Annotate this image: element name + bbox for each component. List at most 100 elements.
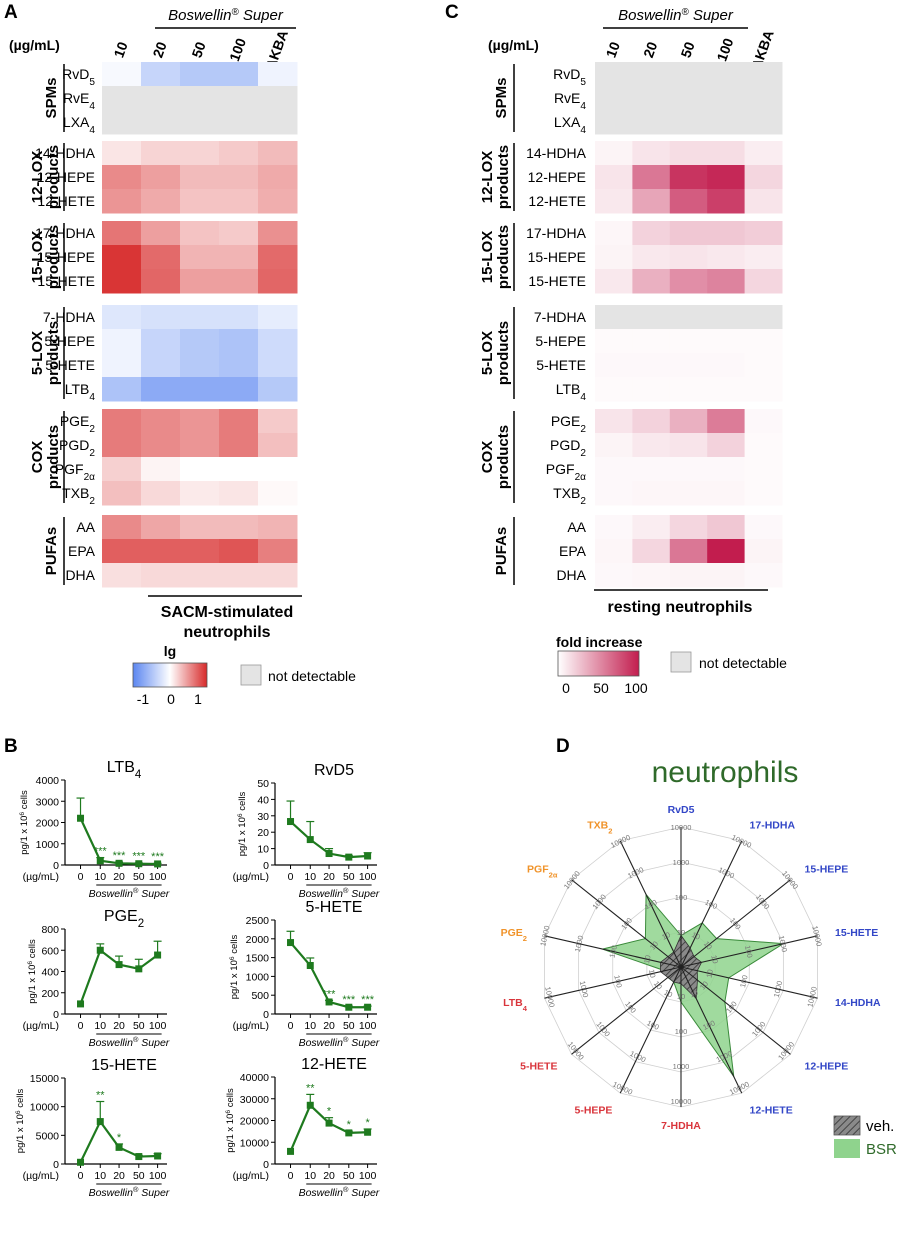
hm-a-cell bbox=[102, 141, 142, 166]
hm-c-cell bbox=[744, 457, 783, 482]
y-tick-label: 0 bbox=[53, 1009, 59, 1021]
hm-c-cell bbox=[595, 221, 633, 246]
hm-c-row-label: DHA bbox=[556, 567, 586, 583]
panel-a-legend-tick-3: 1 bbox=[194, 691, 202, 707]
hm-a-cell bbox=[141, 165, 181, 190]
hm-a-cell bbox=[219, 110, 259, 135]
hm-a-cell bbox=[141, 539, 181, 564]
y-tick-label: 3000 bbox=[36, 796, 60, 808]
hm-a-cell bbox=[180, 110, 220, 135]
radar-axis-label: 7-HDHA bbox=[661, 1120, 701, 1132]
y-tick-label: 40000 bbox=[240, 1072, 269, 1084]
y-tick-label: 10 bbox=[257, 844, 269, 856]
y-tick-label: 800 bbox=[41, 924, 59, 936]
hm-a-cell bbox=[258, 539, 298, 564]
hm-a-cell bbox=[219, 245, 259, 270]
radar-spoke bbox=[680, 935, 818, 968]
hm-c-row-label: 5-HEPE bbox=[535, 333, 586, 349]
hm-a-cell bbox=[102, 110, 142, 135]
hm-a-cell bbox=[219, 189, 259, 214]
hm-c-cell bbox=[632, 481, 671, 506]
panel-a-title-line1: SACM-stimulated bbox=[161, 604, 293, 621]
hm-c-cell bbox=[595, 269, 633, 294]
hm-c-row-label: 15-HETE bbox=[528, 273, 586, 289]
hm-c-cell bbox=[632, 245, 671, 270]
y-tick-label: 0 bbox=[263, 1009, 269, 1021]
x-unit-label: (µg/mL) bbox=[233, 1170, 269, 1182]
hm-a-cell bbox=[102, 457, 142, 482]
hm-a-row-label: RvD5 bbox=[62, 66, 95, 88]
hm-c-cell bbox=[669, 110, 708, 135]
data-point bbox=[364, 852, 372, 860]
data-point bbox=[325, 998, 333, 1006]
radar-ring-label: 10 bbox=[662, 988, 673, 1000]
panel-c-nd-label: not detectable bbox=[699, 655, 787, 671]
hm-c-cell bbox=[632, 305, 671, 330]
hm-c-cell bbox=[595, 481, 633, 506]
y-tick-label: 4000 bbox=[36, 775, 60, 787]
hm-c-row-label: PGF2α bbox=[546, 461, 586, 483]
x-tick-label: 50 bbox=[133, 1170, 145, 1182]
hm-c-cell bbox=[595, 165, 633, 190]
data-point bbox=[287, 1147, 295, 1155]
hm-a-cell bbox=[258, 377, 298, 402]
hm-a-row-label: 14-HDHA bbox=[35, 145, 96, 161]
hm-a-cell bbox=[141, 141, 181, 166]
x-tick-label: 50 bbox=[343, 1170, 355, 1182]
hm-a-section-name: 15-LOX bbox=[29, 231, 46, 284]
hm-a-row-label: 7-HDHA bbox=[43, 309, 96, 325]
hm-c-cell bbox=[669, 141, 708, 166]
radar-ring-label: 10000 bbox=[609, 833, 632, 850]
y-axis-label: pg/1 x 106 cells bbox=[237, 792, 249, 857]
hm-c-cell bbox=[669, 221, 708, 246]
hm-c-cell bbox=[595, 353, 633, 378]
hm-c-row-label: LXA4 bbox=[554, 114, 586, 136]
radar-ring-label: 10000 bbox=[538, 925, 551, 947]
y-tick-label: 600 bbox=[41, 945, 59, 957]
hm-c-cell bbox=[707, 563, 746, 588]
radar-ring-label: 10000 bbox=[671, 1097, 692, 1106]
hm-a-cell bbox=[180, 245, 220, 270]
radar-ring-label: 100 bbox=[728, 916, 743, 931]
radar-ring-label: 1000 bbox=[578, 980, 590, 998]
data-point bbox=[325, 850, 333, 858]
hm-a-section-name2: products bbox=[45, 321, 62, 385]
hm-a-cell bbox=[219, 457, 259, 482]
heatmap-sacm: Boswellin® Super(µg/mL) 10 20 50 100 AKBASPMs… bbox=[9, 7, 298, 588]
y-tick-label: 0 bbox=[263, 1159, 269, 1171]
hm-a-cell bbox=[258, 86, 298, 111]
data-point bbox=[154, 860, 162, 868]
hm-a-cell bbox=[219, 563, 259, 588]
data-point bbox=[306, 836, 314, 844]
hm-c-section-name2: products bbox=[495, 225, 512, 289]
hm-a-cell bbox=[258, 563, 298, 588]
hm-a-cell bbox=[141, 481, 181, 506]
data-point bbox=[77, 814, 85, 822]
hm-a-row-label: TXB2 bbox=[62, 485, 95, 507]
x-unit-label: (µg/mL) bbox=[23, 871, 59, 883]
y-tick-label: 30 bbox=[257, 811, 269, 823]
hm-a-cell bbox=[141, 433, 181, 458]
hm-c-cell bbox=[669, 563, 708, 588]
radar-ring-label: 100 bbox=[738, 974, 750, 988]
radar-spoke bbox=[680, 879, 791, 968]
x-tick-label: 100 bbox=[149, 1020, 167, 1032]
hm-c-cell bbox=[632, 189, 671, 214]
x-group-label: Boswellin® Super bbox=[299, 886, 380, 901]
hm-c-cell bbox=[707, 110, 746, 135]
radar-ring-label: 10000 bbox=[566, 1040, 586, 1062]
hm-a-cell bbox=[219, 515, 259, 540]
hm-a-cell bbox=[258, 141, 298, 166]
panel-c-title: resting neutrophils bbox=[608, 599, 753, 616]
hm-a-cell bbox=[219, 481, 259, 506]
x-tick-label: 100 bbox=[149, 871, 167, 883]
y-tick-label: 15000 bbox=[30, 1073, 59, 1085]
radar-ring-label: 10 bbox=[677, 992, 685, 1001]
hm-c-cell bbox=[744, 165, 783, 190]
hm-a-cell bbox=[180, 221, 220, 246]
hm-a-cell bbox=[219, 539, 259, 564]
data-point bbox=[115, 961, 123, 969]
hm-c-cell bbox=[632, 329, 671, 354]
